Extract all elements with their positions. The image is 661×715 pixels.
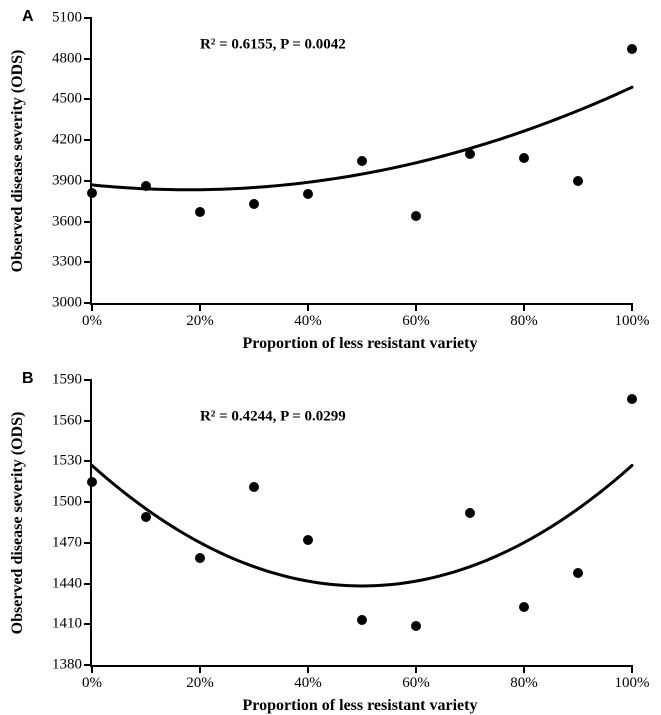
data-point (519, 153, 529, 163)
x-tick-label: 0% (82, 313, 102, 330)
panel-b-label: B (22, 370, 34, 388)
data-point (87, 188, 97, 198)
panel-b-annotation: R² = 0.4244, P = 0.0299 (200, 408, 346, 425)
panel-a-plot: R² = 0.6155, P = 0.0042 3000330036003900… (90, 18, 632, 305)
data-point (141, 512, 151, 522)
data-point (249, 199, 259, 209)
figure: A R² = 0.6155, P = 0.0042 30003300360039… (0, 0, 661, 713)
y-tick-label: 1560 (52, 412, 82, 429)
data-point (303, 189, 313, 199)
x-tick-label: 60% (402, 313, 430, 330)
y-tick-label: 1500 (52, 494, 82, 511)
x-tick (631, 303, 633, 311)
y-tick-label: 4800 (52, 50, 82, 67)
data-point (303, 535, 313, 545)
x-tick (199, 303, 201, 311)
y-tick (84, 542, 92, 544)
data-point (411, 621, 421, 631)
y-tick-label: 1470 (52, 534, 82, 551)
panel-b-ylabel: Observed disease severity (ODS) (9, 411, 27, 634)
data-point (357, 615, 367, 625)
y-tick (84, 623, 92, 625)
x-tick-label: 100% (615, 313, 650, 330)
x-tick (415, 303, 417, 311)
data-point (141, 181, 151, 191)
x-tick (523, 665, 525, 673)
y-tick (84, 420, 92, 422)
data-point (87, 477, 97, 487)
panel-a-xlabel: Proportion of less resistant variety (243, 335, 478, 353)
y-tick-label: 1590 (52, 372, 82, 389)
x-tick-label: 80% (510, 313, 538, 330)
x-tick-label: 100% (615, 675, 650, 692)
panel-a-ylabel: Observed disease severity (ODS) (9, 49, 27, 272)
data-point (627, 394, 637, 404)
x-tick-label: 40% (294, 675, 322, 692)
data-point (627, 44, 637, 54)
x-tick-label: 60% (402, 675, 430, 692)
data-point (195, 553, 205, 563)
data-point (465, 508, 475, 518)
panel-a-annotation: R² = 0.6155, P = 0.0042 (200, 37, 346, 54)
y-tick (84, 98, 92, 100)
x-tick-label: 80% (510, 675, 538, 692)
x-tick (631, 665, 633, 673)
panel-b-xlabel: Proportion of less resistant variety (243, 697, 478, 715)
y-tick-label: 1530 (52, 453, 82, 470)
y-tick (84, 460, 92, 462)
y-tick-label: 1380 (52, 657, 82, 674)
data-point (249, 482, 259, 492)
y-tick-label: 1440 (52, 575, 82, 592)
y-tick-label: 3900 (52, 172, 82, 189)
y-tick (84, 58, 92, 60)
y-tick-label: 3300 (52, 254, 82, 271)
x-tick-label: 20% (186, 313, 214, 330)
y-tick-label: 3600 (52, 213, 82, 230)
x-tick (199, 665, 201, 673)
x-tick (91, 665, 93, 673)
panel-a-label: A (22, 8, 34, 26)
panel-b-plot: R² = 0.4244, P = 0.0299 1380141014401470… (90, 380, 632, 667)
x-tick-label: 40% (294, 313, 322, 330)
x-tick-label: 0% (82, 675, 102, 692)
y-tick (84, 221, 92, 223)
data-point (573, 568, 583, 578)
y-tick (84, 261, 92, 263)
y-tick-label: 4200 (52, 132, 82, 149)
y-tick (84, 583, 92, 585)
data-point (357, 156, 367, 166)
x-tick (91, 303, 93, 311)
x-tick (307, 665, 309, 673)
data-point (519, 602, 529, 612)
y-tick-label: 3000 (52, 295, 82, 312)
x-tick (523, 303, 525, 311)
y-tick (84, 139, 92, 141)
data-point (195, 207, 205, 217)
y-tick (84, 501, 92, 503)
y-tick (84, 379, 92, 381)
data-point (573, 176, 583, 186)
x-tick (415, 665, 417, 673)
y-tick (84, 17, 92, 19)
y-tick-label: 1410 (52, 616, 82, 633)
x-tick (307, 303, 309, 311)
data-point (465, 149, 475, 159)
y-tick-label: 5100 (52, 10, 82, 27)
y-tick (84, 180, 92, 182)
y-tick-label: 4500 (52, 91, 82, 108)
data-point (411, 211, 421, 221)
x-tick-label: 20% (186, 675, 214, 692)
